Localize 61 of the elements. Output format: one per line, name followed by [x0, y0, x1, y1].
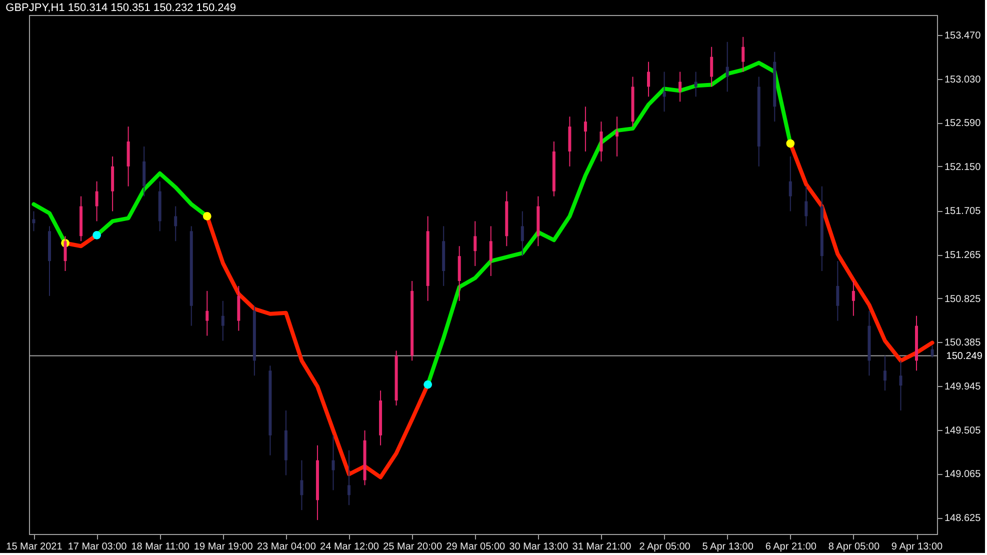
y-tick-label: 150.385: [944, 338, 982, 349]
y-tick-label: 151.705: [944, 206, 982, 218]
x-tick-label: 30 Mar 13:00: [509, 542, 569, 552]
x-tick-label: 9 Apr 13:00: [891, 542, 944, 552]
candlestick: [221, 300, 224, 342]
candlestick: [584, 106, 587, 152]
point: [786, 139, 795, 148]
candlestick: [883, 355, 886, 392]
candlestick: [710, 46, 714, 88]
candlestick: [332, 434, 335, 491]
candlestick: [615, 116, 618, 157]
candlestick: [474, 220, 477, 267]
x-tick-label: 29 Mar 05:00: [446, 542, 506, 552]
x-tick-label: 18 Mar 11:00: [131, 542, 190, 552]
x-tick-label: 19 Mar 19:00: [194, 542, 254, 552]
candlestick: [930, 345, 934, 358]
candlestick: [95, 180, 98, 222]
y-tick-label: 152.150: [944, 162, 982, 173]
candlestick: [726, 41, 729, 92]
x-tick-label: 17 Mar 03:00: [68, 542, 128, 552]
y-tick-label: 149.065: [944, 469, 982, 480]
x-tick-label: 24 Mar 12:00: [320, 542, 380, 552]
candlestick: [852, 280, 855, 316]
y-tick-label: 152.590: [944, 118, 982, 130]
y-tick-label: 148.625: [944, 513, 982, 524]
point: [202, 212, 212, 220]
x-tick-label: 31 Mar 21:00: [572, 542, 632, 552]
candlestick: [600, 121, 603, 162]
x-tick-label: 2 Apr 05:00: [639, 542, 691, 552]
candlestick: [804, 186, 808, 227]
chart-title: GBPJPY,H1 150.314 150.351 150.232 150.249: [6, 2, 236, 14]
candlestick: [694, 71, 698, 98]
candlestick: [300, 460, 304, 511]
y-tick-label: 153.030: [944, 74, 982, 86]
candlestick: [647, 61, 650, 98]
ref-line-label: 150.249: [946, 350, 983, 362]
x-tick-label: 23 Mar 04:00: [256, 542, 316, 552]
candlestick: [520, 210, 524, 257]
x-tick-label: 5 Apr 13:00: [702, 542, 754, 552]
x-tick-label: 25 Mar 20:00: [383, 542, 442, 552]
candlestick: [32, 210, 36, 232]
candlestick: [899, 360, 902, 411]
y-tick-label: 149.945: [944, 382, 982, 393]
y-tick-label: 151.265: [944, 250, 982, 262]
y-tick-label: 149.505: [944, 425, 982, 436]
point: [424, 380, 432, 389]
candlestick: [206, 290, 209, 336]
candlestick: [348, 450, 351, 506]
x-tick-label: 15 Mar 2021: [6, 542, 63, 552]
candlestick: [678, 71, 682, 102]
x-tick-label: 8 Apr 05:00: [828, 542, 880, 552]
point: [92, 230, 101, 240]
candlestick: [174, 206, 178, 242]
y-tick-label: 153.470: [944, 30, 982, 42]
candlestick: [489, 226, 492, 276]
y-tick-label: 150.825: [944, 294, 982, 305]
candlestick: [742, 36, 745, 72]
candlestick: [836, 260, 840, 322]
x-tick-label: 6 Apr 21:00: [765, 542, 817, 552]
candlestick: [788, 156, 792, 212]
candlestick: [662, 71, 666, 112]
